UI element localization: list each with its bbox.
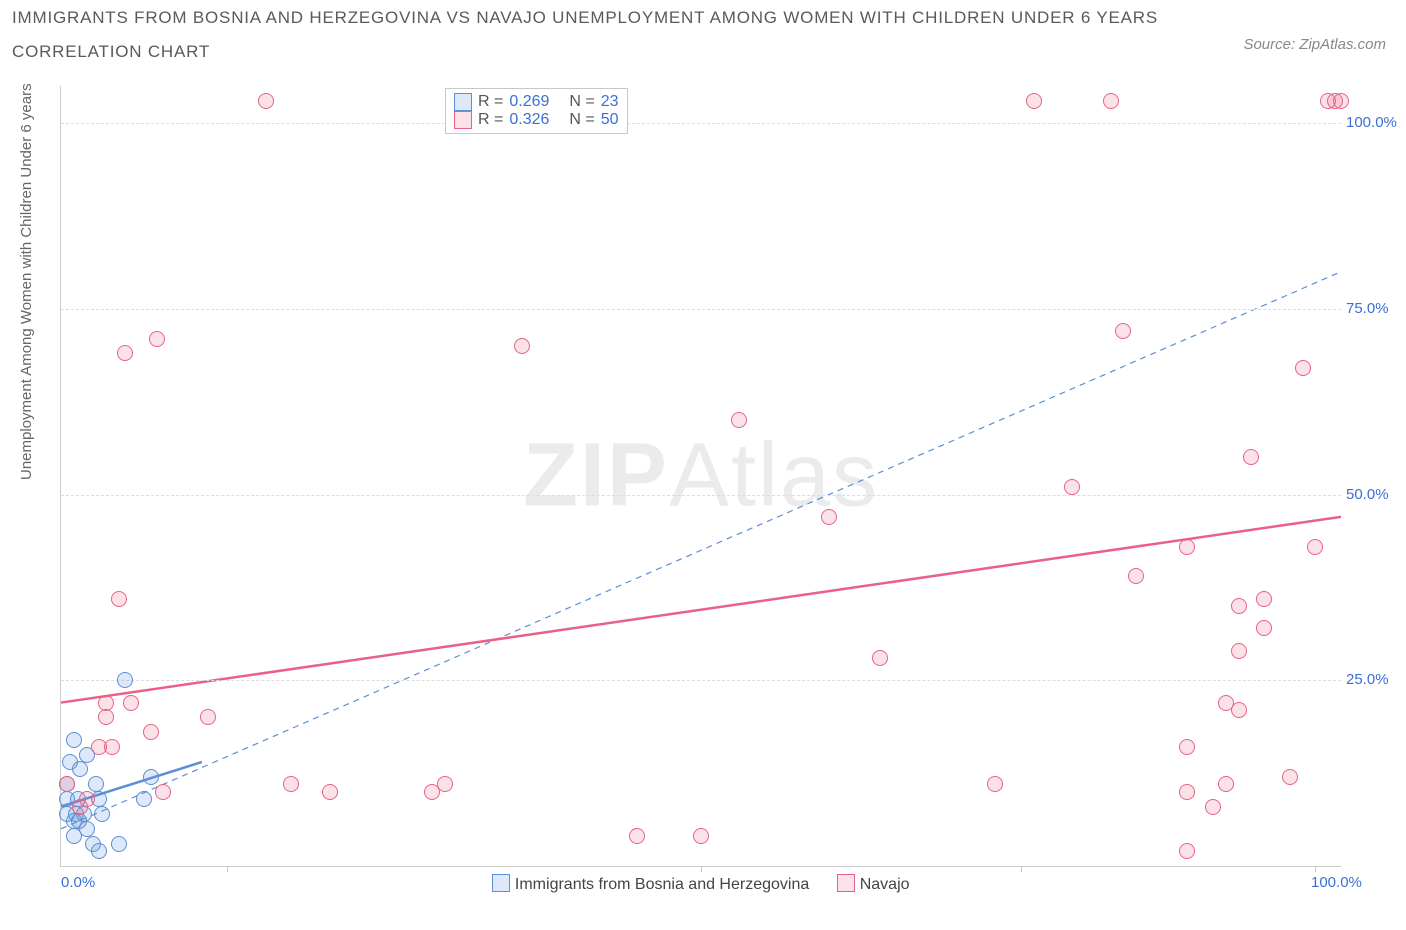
data-point-navajo [143, 724, 159, 740]
data-point-navajo [1256, 591, 1272, 607]
scatter-chart: ZIPAtlas 25.0%50.0%75.0%100.0%0.0%100.0%… [60, 86, 1341, 867]
series-legend: Immigrants from Bosnia and Herzegovina N… [61, 874, 1341, 894]
trend-line [61, 272, 1341, 829]
grid-line [61, 680, 1341, 681]
stat-N-value: 23 [601, 93, 619, 111]
series-legend-label: Navajo [860, 876, 910, 893]
data-point-navajo [1307, 539, 1323, 555]
y-axis-label: Unemployment Among Women with Children U… [18, 83, 35, 480]
series-legend-label: Immigrants from Bosnia and Herzegovina [515, 876, 809, 893]
legend-swatch-navajo [837, 874, 855, 892]
data-point-bosnia [143, 769, 159, 785]
stat-R-value: 0.326 [509, 111, 549, 129]
data-point-navajo [1333, 93, 1349, 109]
data-point-navajo [1295, 360, 1311, 376]
data-point-bosnia [66, 732, 82, 748]
stat-N-label: N = [569, 111, 594, 129]
data-point-navajo [1103, 93, 1119, 109]
stat-N-label: N = [569, 93, 594, 111]
stat-R-label: R = [478, 93, 503, 111]
stats-row-navajo: R = 0.326 N = 50 [454, 111, 619, 129]
data-point-navajo [514, 338, 530, 354]
legend-swatch-navajo [454, 111, 472, 129]
data-point-navajo [111, 591, 127, 607]
data-point-bosnia [79, 821, 95, 837]
y-tick-label: 100.0% [1346, 114, 1401, 131]
trend-line [61, 517, 1341, 703]
chart-title-line1: IMMIGRANTS FROM BOSNIA AND HERZEGOVINA V… [12, 8, 1394, 28]
data-point-navajo [98, 695, 114, 711]
data-point-navajo [149, 331, 165, 347]
data-point-bosnia [111, 836, 127, 852]
stat-R-value: 0.269 [509, 93, 549, 111]
data-point-navajo [123, 695, 139, 711]
grid-line [61, 123, 1341, 124]
x-tick-mark [1315, 866, 1316, 872]
data-point-navajo [1231, 702, 1247, 718]
x-tick-mark [227, 866, 228, 872]
data-point-navajo [1218, 776, 1234, 792]
trend-lines-layer [61, 86, 1341, 866]
stats-row-bosnia: R = 0.269 N = 23 [454, 93, 619, 111]
stat-R-label: R = [478, 111, 503, 129]
data-point-bosnia [88, 776, 104, 792]
data-point-navajo [1205, 799, 1221, 815]
x-tick-mark [701, 866, 702, 872]
data-point-navajo [1282, 769, 1298, 785]
stat-N-value: 50 [601, 111, 619, 129]
series-legend-item-bosnia: Immigrants from Bosnia and Herzegovina [492, 876, 809, 893]
data-point-navajo [1179, 784, 1195, 800]
data-point-navajo [155, 784, 171, 800]
series-legend-item-navajo: Navajo [837, 876, 909, 893]
legend-swatch-bosnia [454, 93, 472, 111]
data-point-navajo [258, 93, 274, 109]
data-point-navajo [821, 509, 837, 525]
data-point-navajo [1179, 539, 1195, 555]
data-point-navajo [1231, 598, 1247, 614]
grid-line [61, 495, 1341, 496]
stats-legend: R = 0.269 N = 23 R = 0.326 N = 50 [445, 88, 628, 134]
chart-title-line2: CORRELATION CHART [12, 42, 1394, 62]
y-tick-label: 75.0% [1346, 300, 1401, 317]
grid-line [61, 309, 1341, 310]
data-point-navajo [1026, 93, 1042, 109]
data-point-navajo [79, 791, 95, 807]
legend-swatch-bosnia [492, 874, 510, 892]
y-tick-label: 50.0% [1346, 486, 1401, 503]
data-point-navajo [322, 784, 338, 800]
data-point-navajo [1231, 643, 1247, 659]
source-attribution: Source: ZipAtlas.com [1243, 36, 1386, 53]
data-point-bosnia [94, 806, 110, 822]
x-tick-mark [1021, 866, 1022, 872]
y-tick-label: 25.0% [1346, 671, 1401, 688]
